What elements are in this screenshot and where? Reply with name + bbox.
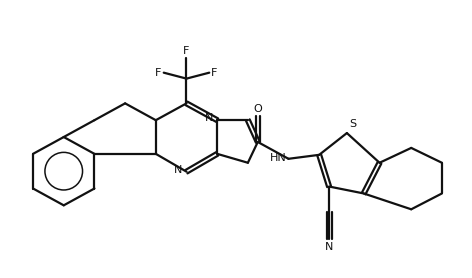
- Text: F: F: [155, 68, 162, 78]
- Text: S: S: [349, 119, 356, 129]
- Text: HN: HN: [270, 153, 287, 163]
- Text: N: N: [205, 113, 213, 123]
- Text: F: F: [183, 46, 190, 56]
- Text: N: N: [174, 165, 183, 175]
- Text: O: O: [253, 104, 262, 114]
- Text: N: N: [325, 242, 333, 252]
- Text: F: F: [211, 68, 218, 78]
